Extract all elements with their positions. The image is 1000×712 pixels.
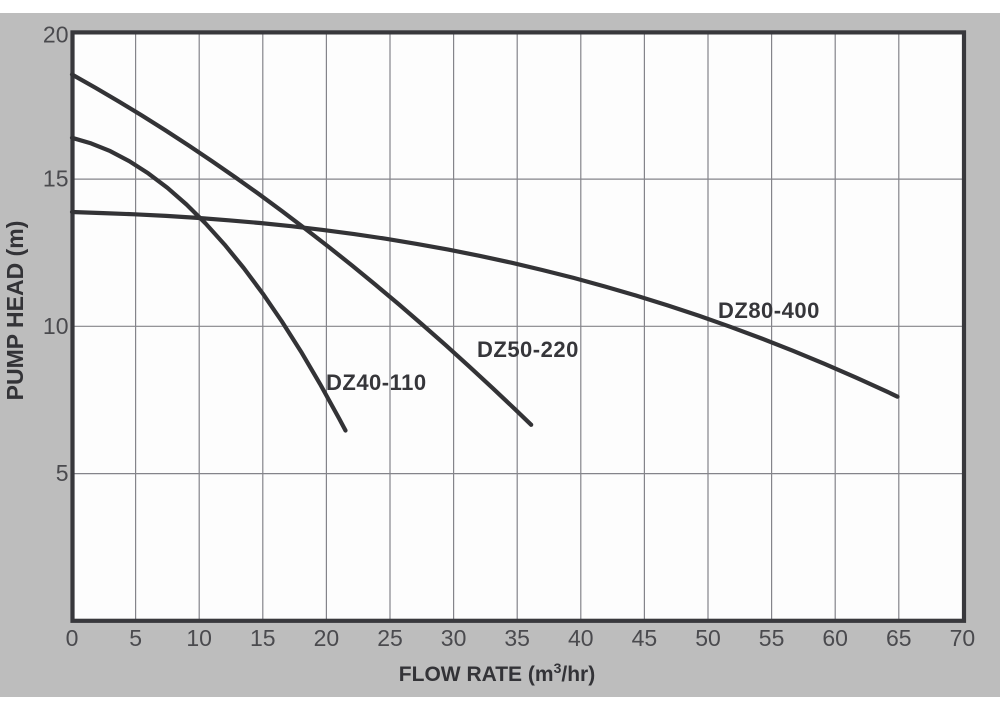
svg-text:60: 60 xyxy=(822,625,848,651)
svg-text:0: 0 xyxy=(66,625,79,651)
svg-text:DZ80-400: DZ80-400 xyxy=(718,298,820,323)
svg-text:DZ40-110: DZ40-110 xyxy=(326,370,427,395)
svg-text:FLOW RATE (m3/hr): FLOW RATE (m3/hr) xyxy=(399,660,595,686)
svg-text:DZ50-220: DZ50-220 xyxy=(477,337,579,362)
svg-text:65: 65 xyxy=(886,625,912,651)
svg-text:25: 25 xyxy=(377,625,403,651)
svg-text:15: 15 xyxy=(43,166,69,192)
svg-text:40: 40 xyxy=(568,625,594,651)
svg-text:20: 20 xyxy=(314,625,340,651)
svg-text:10: 10 xyxy=(43,313,69,339)
svg-text:20: 20 xyxy=(43,22,69,48)
svg-text:70: 70 xyxy=(950,625,976,651)
svg-text:45: 45 xyxy=(632,625,658,651)
svg-text:15: 15 xyxy=(250,625,276,651)
svg-text:50: 50 xyxy=(695,625,721,651)
svg-text:5: 5 xyxy=(56,460,69,486)
svg-text:PUMP HEAD (m): PUMP HEAD (m) xyxy=(2,221,28,401)
svg-text:10: 10 xyxy=(186,625,212,651)
svg-text:55: 55 xyxy=(759,625,785,651)
svg-text:30: 30 xyxy=(441,625,467,651)
svg-text:5: 5 xyxy=(129,625,142,651)
svg-text:35: 35 xyxy=(504,625,530,651)
